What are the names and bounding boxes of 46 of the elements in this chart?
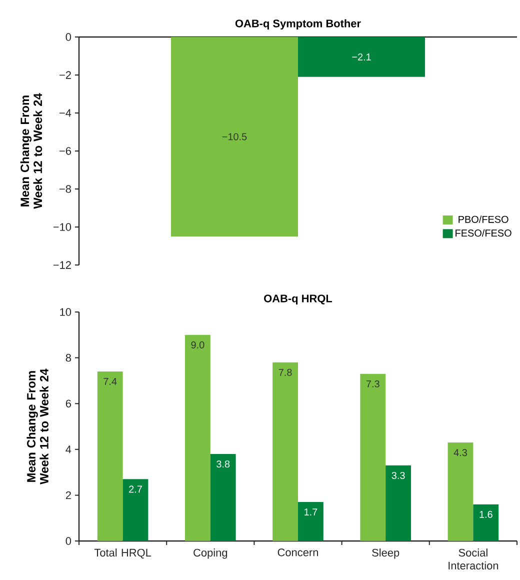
bar — [473, 504, 499, 541]
legend-label: PBO/FESO — [458, 216, 508, 223]
bar — [272, 362, 298, 541]
x-tick-label: Social Interaction — [448, 548, 498, 570]
y-tick-label: 4 — [66, 446, 72, 454]
data-label: −10.5 — [222, 133, 247, 140]
data-label: 3.3 — [392, 472, 405, 479]
data-label: 2.7 — [129, 486, 142, 493]
y-tick-label: −8 — [60, 185, 71, 193]
bar — [386, 465, 411, 541]
data-label: 7.8 — [278, 368, 292, 376]
x-tick-label: Total HRQL — [94, 548, 152, 559]
data-label: 3.8 — [216, 460, 230, 468]
y-tick-label: 6 — [66, 400, 71, 408]
chart-title: OAB-q HRQL — [264, 294, 332, 304]
data-label: 7.3 — [366, 380, 380, 388]
bar — [184, 334, 210, 541]
bar — [97, 372, 123, 541]
data-label: −2.1 — [352, 53, 371, 60]
bar — [298, 502, 324, 541]
y-tick-label: 8 — [66, 354, 71, 362]
x-tick-label: Coping — [194, 548, 228, 559]
bar — [448, 442, 474, 541]
data-label: 1.6 — [480, 510, 492, 518]
x-tick-label: Sleep — [372, 548, 400, 559]
y-tick-label: −12 — [53, 261, 71, 269]
x-tick-label: Concern — [278, 548, 318, 556]
data-label: 9.0 — [191, 341, 204, 348]
y-tick-label: 0 — [66, 537, 72, 545]
y-axis-title: Mean Change From Week 12 to Week 24 — [26, 368, 48, 484]
y-tick-label: 2 — [66, 491, 71, 500]
y-tick-label: 10 — [60, 308, 72, 316]
y-tick-label: −6 — [60, 147, 71, 155]
y-tick-label: −2 — [60, 71, 71, 79]
y-tick-label: −4 — [60, 109, 72, 117]
bar — [210, 454, 236, 541]
y-axis-title: Mean Change From Week 12 to Week 24 — [20, 93, 42, 209]
legend-label: FESO/FESO — [456, 229, 512, 237]
bar — [122, 479, 148, 541]
data-label: 7.4 — [104, 378, 117, 385]
chart-title: OAB-q Symptom Bother — [235, 19, 361, 30]
y-tick-label: −10 — [53, 223, 72, 231]
bar — [360, 374, 386, 541]
data-label: 1.7 — [304, 508, 318, 516]
data-label: 4.3 — [454, 449, 467, 456]
y-tick-label: 0 — [66, 33, 72, 41]
